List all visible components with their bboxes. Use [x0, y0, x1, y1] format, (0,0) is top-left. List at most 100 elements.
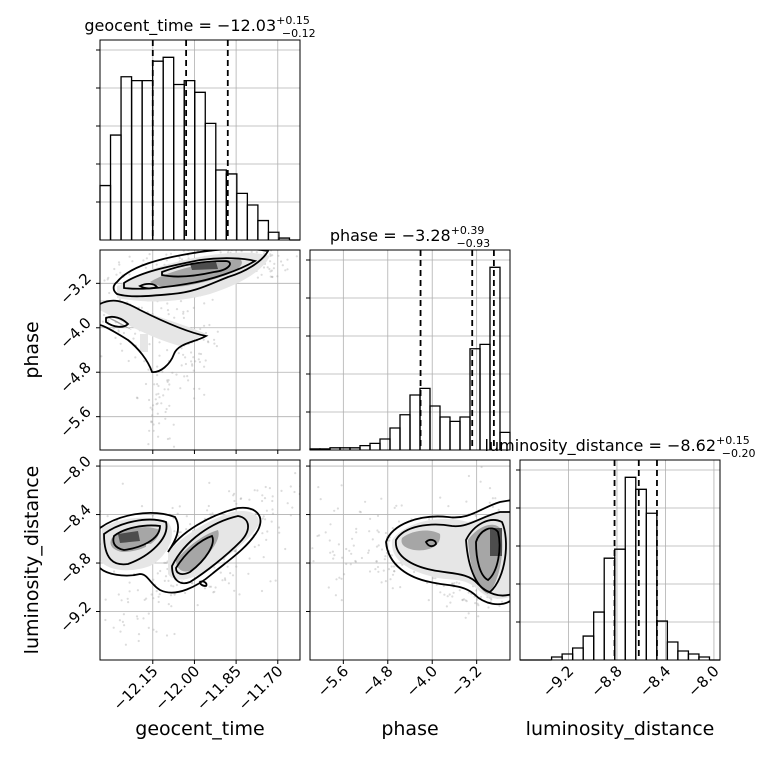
y-tick-label: −4.0: [56, 314, 94, 352]
histogram-bin: [141, 79, 154, 240]
scatter-point: [147, 443, 150, 446]
scatter-point: [191, 364, 194, 367]
scatter-point: [194, 360, 197, 363]
scatter-point: [117, 261, 121, 264]
scatter-point: [115, 273, 118, 276]
scatter-point: [213, 342, 216, 345]
scatter-point: [113, 570, 116, 573]
scatter-point: [235, 565, 238, 568]
scatter-point: [156, 374, 159, 377]
scatter-point: [157, 384, 160, 388]
scatter-point: [117, 593, 120, 596]
scatter-point: [180, 258, 184, 261]
scatter-point: [271, 275, 274, 278]
scatter-point: [264, 518, 267, 521]
histogram-bin: [359, 444, 371, 450]
scatter-point: [467, 591, 470, 594]
scatter-point: [512, 531, 514, 533]
scatter-point: [393, 570, 396, 573]
scatter-point: [185, 528, 188, 531]
scatter-point: [171, 506, 174, 510]
scatter-point: [179, 387, 182, 390]
histogram-bin: [369, 442, 381, 450]
scatter-point: [127, 359, 130, 363]
scatter-point: [156, 412, 159, 415]
scatter-point: [189, 523, 192, 526]
scatter-point: [223, 577, 227, 580]
scatter-point: [319, 498, 322, 501]
scatter-point: [281, 264, 284, 267]
scatter-point: [173, 316, 176, 319]
scatter-point: [155, 590, 158, 593]
scatter-point: [45, 303, 47, 305]
x-axis-label-phase: phase: [381, 718, 438, 740]
scatter-point: [160, 307, 163, 310]
scatter-point: [280, 260, 283, 263]
scatter-point: [214, 586, 217, 589]
scatter-point: [274, 496, 276, 498]
scatter-point: [173, 632, 176, 636]
scatter-point: [192, 387, 196, 390]
scatter-point: [211, 298, 214, 301]
scatter-point: [261, 517, 264, 520]
histogram-bin: [571, 647, 584, 660]
scatter-point: [196, 604, 199, 607]
scatter-point: [227, 582, 230, 585]
scatter-point: [443, 593, 446, 596]
scatter-point: [316, 534, 319, 538]
scatter-point: [393, 570, 396, 573]
density-fill-geocent-phase: [100, 252, 270, 352]
panel-geocent-time-vs-luminosity-distance: [96, 459, 309, 664]
scatter-point: [142, 259, 145, 262]
scatter-point: [137, 639, 140, 643]
scatter-point: [152, 404, 155, 407]
scatter-point: [101, 320, 105, 323]
scatter-point: [247, 572, 250, 575]
scatter-point: [226, 251, 230, 254]
histogram-bin: [624, 476, 637, 660]
scatter-point: [158, 341, 161, 344]
x-tick-label: −3.2: [447, 662, 485, 700]
scatter-point: [351, 537, 354, 540]
scatter-point: [155, 630, 158, 633]
scatter-point: [317, 486, 320, 489]
scatter-point: [118, 263, 121, 266]
density-fill-geocent-luminosity: [100, 510, 259, 580]
scatter-point: [168, 437, 171, 440]
scatter-point: [137, 633, 141, 636]
histogram-bin: [687, 653, 700, 660]
scatter-point: [349, 563, 352, 566]
scatter-point: [335, 578, 338, 581]
histogram-bin: [459, 416, 471, 450]
scatter-point: [155, 403, 158, 406]
panel-frame: [99, 249, 301, 451]
scatter-point: [458, 582, 461, 585]
scatter-point: [172, 585, 175, 588]
scatter-point: [150, 421, 153, 424]
scatter-point: [121, 482, 124, 485]
scatter-point: [287, 564, 289, 566]
scatter-point: [228, 490, 231, 493]
scatter-point: [311, 547, 314, 550]
scatter-point: [119, 342, 122, 345]
scatter-point: [128, 581, 131, 584]
scatter-point: [479, 595, 482, 599]
scatter-point: [329, 551, 332, 554]
scatter-point: [528, 585, 530, 587]
scatter-point: [166, 349, 169, 352]
scatter-point: [151, 408, 154, 411]
contours-phase-luminosity: [385, 499, 510, 606]
scatter-point: [401, 563, 404, 566]
scatter-point: [307, 524, 309, 526]
scatter-point: [208, 481, 211, 484]
scatter-point: [301, 548, 303, 550]
panel-geocent-time-vs-phase: [45, 249, 301, 454]
scatter-point: [100, 355, 103, 358]
scatter-point: [234, 549, 237, 553]
scatter-point: [376, 565, 380, 569]
scatter-point: [153, 383, 156, 386]
scatter-point: [142, 617, 145, 620]
scatter-point: [145, 597, 148, 600]
histogram-bin: [267, 231, 280, 240]
scatter-point: [173, 593, 176, 596]
